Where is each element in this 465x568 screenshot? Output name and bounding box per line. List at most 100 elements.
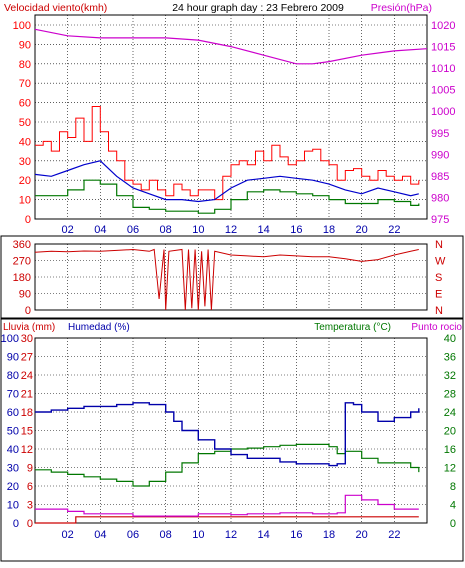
lower-hour-label: 08 xyxy=(160,529,172,541)
temperature-tick-label: 36 xyxy=(444,352,456,364)
lower-hour-label: 06 xyxy=(127,529,139,541)
humidity-tick-label: 60 xyxy=(7,407,19,419)
wind-tick-label: 10 xyxy=(19,195,31,207)
humidity-line xyxy=(35,402,420,467)
wind-hour-label: 12 xyxy=(225,224,237,236)
temperature-tick-label: 12 xyxy=(444,463,456,475)
pressure-tick-label: 980 xyxy=(431,192,449,204)
lower-hour-label: 14 xyxy=(258,529,270,541)
wind-panel-series xyxy=(34,28,428,214)
rain-tick-label: 3 xyxy=(27,500,33,512)
wind-gust-line xyxy=(35,106,420,201)
lower-hour-label: 20 xyxy=(356,529,368,541)
wind-hour-label: 20 xyxy=(356,224,368,236)
wind-tick-label: 20 xyxy=(19,175,31,187)
wind-tick-label: 30 xyxy=(19,156,31,168)
rain-tick-label: 9 xyxy=(27,463,33,475)
temperature-tick-label: 0 xyxy=(450,518,456,530)
direction-tick-label: 0 xyxy=(25,305,31,317)
lower-hour-label: 22 xyxy=(388,529,400,541)
wind-hour-label: 22 xyxy=(388,224,400,236)
pressure-title: Presión(hPa) xyxy=(371,2,432,14)
pressure-line xyxy=(34,28,428,65)
wind-hour-label: 10 xyxy=(192,224,204,236)
compass-label: W xyxy=(435,256,446,268)
wind-panel-grid xyxy=(35,15,427,219)
lower-hour-label: 18 xyxy=(323,529,335,541)
rain-tick-label: 30 xyxy=(21,333,33,345)
pressure-tick-label: 1010 xyxy=(431,63,455,75)
pressure-tick-label: 1005 xyxy=(431,85,455,97)
humidity-tick-label: 100 xyxy=(1,333,19,345)
wind-hour-label: 18 xyxy=(323,224,335,236)
temperature-tick-label: 40 xyxy=(444,333,456,345)
wind-hour-label: 08 xyxy=(160,224,172,236)
dewpoint-title: Punto rocio xyxy=(411,322,462,333)
humidity-tick-label: 70 xyxy=(7,389,19,401)
pressure-tick-label: 1000 xyxy=(431,106,455,118)
temperature-tick-label: 4 xyxy=(450,500,456,512)
humidity-tick-label: 50 xyxy=(7,426,19,438)
lower-panel-border xyxy=(0,318,464,562)
wind-tick-label: 50 xyxy=(19,117,31,129)
temperature-tick-label: 16 xyxy=(444,444,456,456)
rain-tick-label: 0 xyxy=(27,518,33,530)
humidity-tick-label: 10 xyxy=(7,500,19,512)
direction-tick-label: 180 xyxy=(13,272,31,284)
humidity-tick-label: 40 xyxy=(7,444,19,456)
humidity-tick-label: 0 xyxy=(13,518,19,530)
compass-label: N xyxy=(435,305,443,317)
direction-tick-label: 90 xyxy=(19,289,31,301)
dewpoint-line xyxy=(35,494,419,517)
direction-panel-axis-labels: 0 N 90 E 180 S 270 W 360 N xyxy=(13,239,446,317)
pressure-tick-label: 975 xyxy=(431,214,449,226)
pressure-tick-label: 1020 xyxy=(431,20,455,32)
pressure-tick-label: 985 xyxy=(431,171,449,183)
lower-hour-label: 02 xyxy=(62,529,74,541)
wind-hour-label: 02 xyxy=(62,224,74,236)
rain-title: Lluvia (mm) xyxy=(3,322,55,333)
temperature-tick-label: 20 xyxy=(444,426,456,438)
rain-tick-label: 27 xyxy=(21,352,33,364)
rain-line xyxy=(35,516,419,524)
compass-label: E xyxy=(435,289,442,301)
lower-hour-label: 04 xyxy=(94,529,106,541)
wind-tick-label: 0 xyxy=(25,214,31,226)
pressure-tick-label: 1015 xyxy=(431,42,455,54)
wind-panel-axis-labels: 0102030405060708090100975980985990995100… xyxy=(13,20,456,236)
temperature-tick-label: 32 xyxy=(444,370,456,382)
rain-tick-label: 12 xyxy=(21,444,33,456)
rain-tick-label: 18 xyxy=(21,407,33,419)
wind-hour-label: 16 xyxy=(290,224,302,236)
temperature-tick-label: 24 xyxy=(444,407,456,419)
pressure-tick-label: 995 xyxy=(431,128,449,140)
compass-label: S xyxy=(435,272,442,284)
lower-hour-label: 10 xyxy=(192,529,204,541)
wind-tick-label: 60 xyxy=(19,98,31,110)
rain-tick-label: 6 xyxy=(27,481,33,493)
wind-hour-label: 06 xyxy=(127,224,139,236)
wind-tick-label: 70 xyxy=(19,78,31,90)
temperature-title: Temperatura (°C) xyxy=(314,322,391,333)
wind-low-line xyxy=(35,179,420,214)
wind-title: Velocidad viento(kmh) xyxy=(4,2,107,14)
compass-label: N xyxy=(435,239,443,251)
direction-tick-label: 360 xyxy=(13,239,31,251)
lower-panel-series xyxy=(35,402,420,524)
humidity-tick-label: 20 xyxy=(7,481,19,493)
rain-tick-label: 15 xyxy=(21,426,33,438)
humidity-tick-label: 90 xyxy=(7,352,19,364)
lower-hour-label: 16 xyxy=(290,529,302,541)
wind-tick-label: 80 xyxy=(19,59,31,71)
temperature-tick-label: 8 xyxy=(450,481,456,493)
wind-avg-line xyxy=(34,160,419,203)
wind-tick-label: 40 xyxy=(19,136,31,148)
direction-line xyxy=(34,248,419,311)
lower-hour-label: 12 xyxy=(225,529,237,541)
direction-panel-border xyxy=(0,235,464,319)
temperature-tick-label: 28 xyxy=(444,389,456,401)
direction-tick-label: 270 xyxy=(13,256,31,268)
